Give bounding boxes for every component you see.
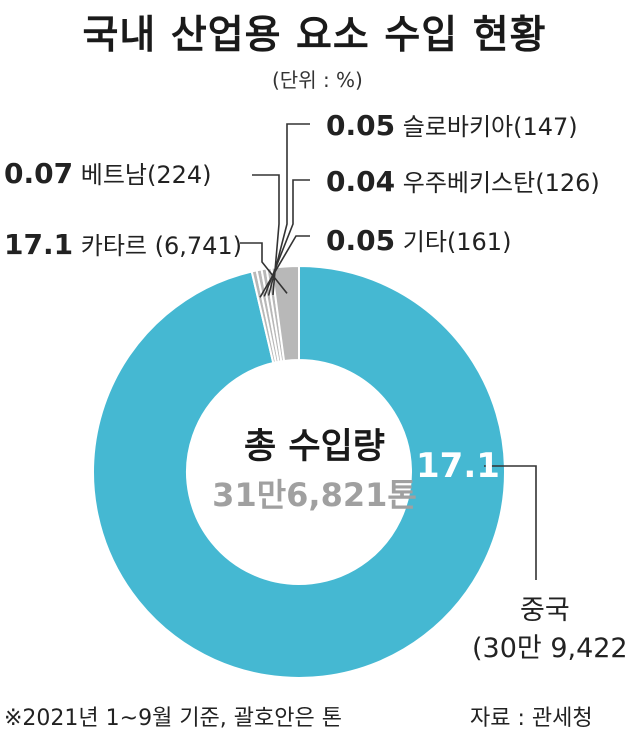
leader-lines (240, 123, 537, 580)
leader-line-베트남 (252, 174, 280, 295)
qatar-value: 17.1 (4, 228, 74, 261)
china-name-label: 중국 (520, 595, 570, 626)
source-note: 자료 : 관세청 (470, 706, 593, 731)
other-label: 0.05 기타(161) (326, 222, 511, 257)
slovakia-label: 0.05 슬로바키아(147) (326, 107, 578, 142)
leader-line-카타르 (240, 242, 288, 294)
uzbekistan-text: 우주베키스탄(126) (402, 169, 600, 197)
slovakia-value: 0.05 (326, 109, 396, 142)
vietnam-text: 베트남(224) (80, 161, 212, 189)
china-amount-label: (30만 9,422) (472, 633, 629, 664)
uzbekistan-value: 0.04 (326, 165, 396, 198)
slice-카타르 (270, 264, 300, 363)
slice-중국 (92, 264, 506, 679)
unit-note: (단위 : %) (272, 68, 363, 92)
other-text: 기타(161) (402, 228, 512, 256)
vietnam-label: 0.07 베트남(224) (4, 155, 212, 190)
uzbekistan-label: 0.04 우주베키스탄(126) (326, 163, 600, 198)
center-label: 총 수입량 (244, 427, 385, 467)
qatar-text: 카타르 (6,741) (80, 232, 243, 260)
slovakia-text: 슬로바키아(147) (402, 113, 578, 141)
leader-line-슬로바키아 (267, 123, 310, 296)
other-value: 0.05 (326, 224, 396, 257)
donut-slices (92, 264, 506, 679)
footnote: ※2021년 1~9월 기준, 괄호안은 톤 (4, 706, 342, 731)
leader-line-china (484, 465, 537, 580)
leader-line-우주베키스탄 (263, 179, 310, 297)
center-total: 31만6,821톤 (212, 476, 417, 514)
qatar-label: 17.1 카타르 (6,741) (4, 226, 242, 261)
chart-title: 국내 산업용 요소 수입 현황 (82, 13, 547, 58)
vietnam-value: 0.07 (4, 157, 74, 190)
china-value-label: 17.1 (416, 446, 500, 486)
